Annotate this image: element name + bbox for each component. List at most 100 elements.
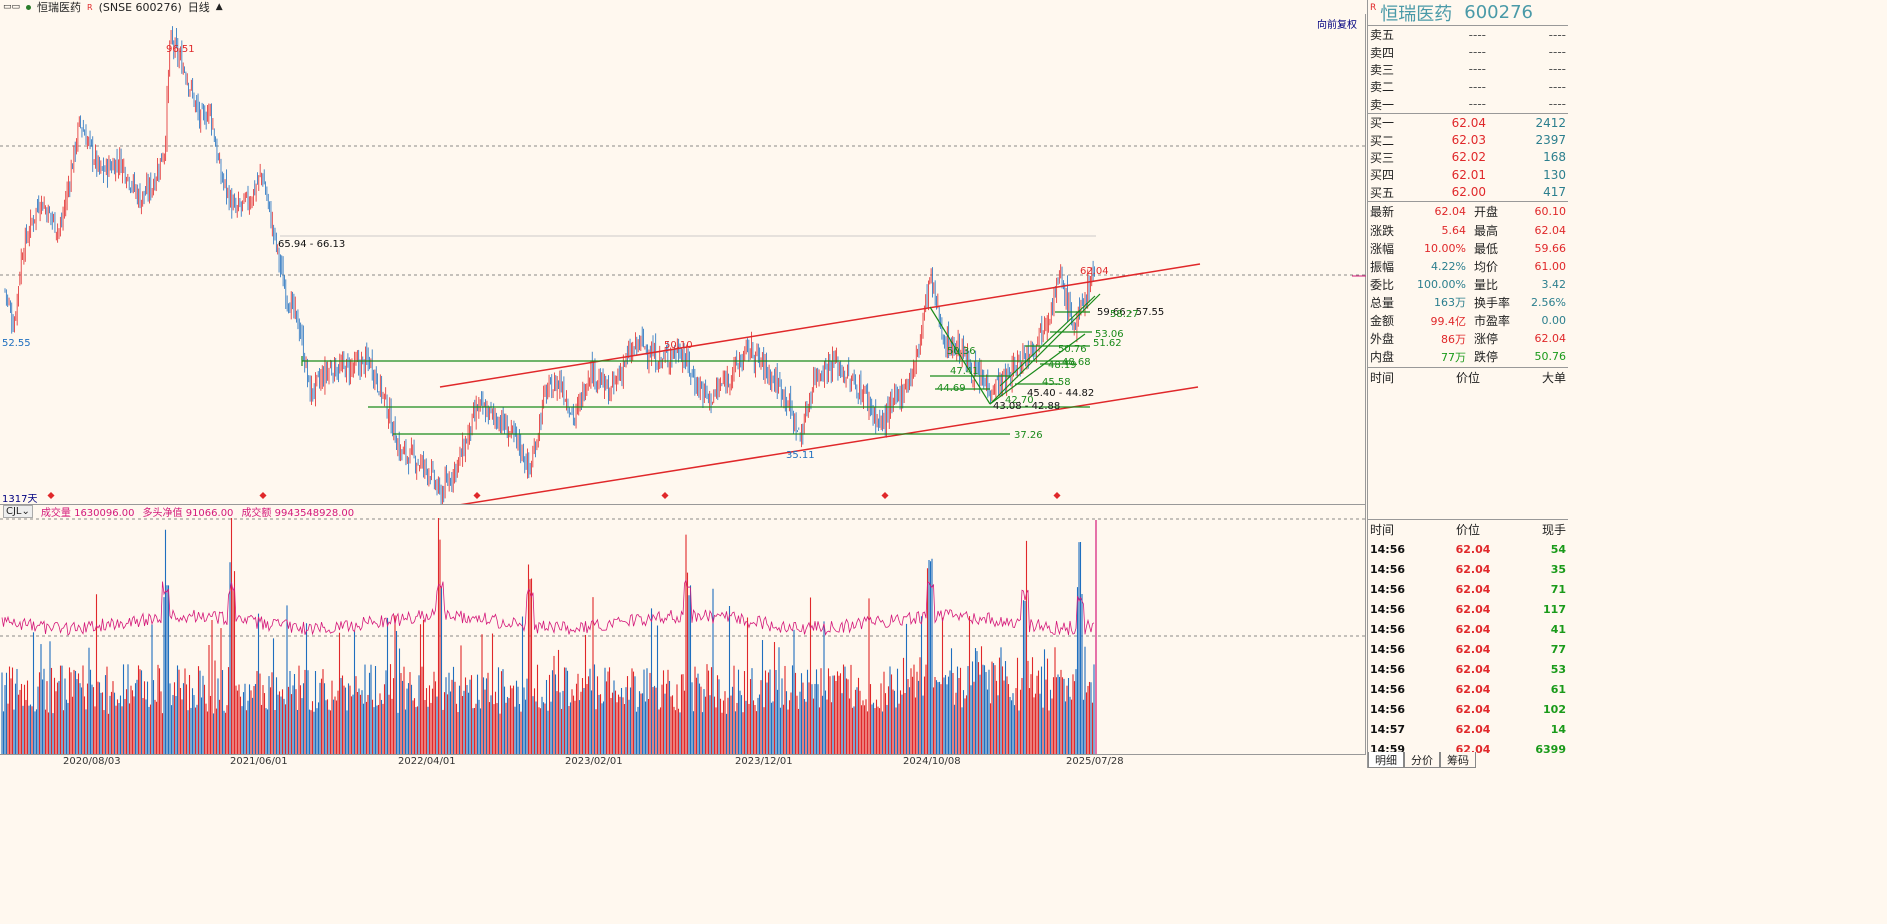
asks-label: 卖四 [1370, 45, 1395, 60]
big-order-list[interactable] [1368, 388, 1568, 520]
x-tick-label: 2023/02/01 [565, 756, 623, 767]
tick-row[interactable]: 14:56 62.04 35 [1368, 560, 1568, 580]
asks-price: ---- [1468, 27, 1486, 42]
stat-value: 100.00% [1417, 277, 1466, 291]
bid-book: 买一 62.04 2412 买二 62.03 2397 买三 62.02 168 买四 62.01 1… [1368, 114, 1568, 202]
asks-row[interactable]: 卖二 ---- ---- [1368, 78, 1568, 95]
asks-row[interactable]: 卖五 ---- ---- [1368, 26, 1568, 43]
stat-value: 59.66 [1534, 241, 1567, 255]
asks-row[interactable]: 卖三 ---- ---- [1368, 61, 1568, 78]
stat-label: 内盘 [1370, 350, 1395, 365]
tick-row[interactable]: 14:56 62.04 117 [1368, 600, 1568, 620]
tick-volume: 77 [1550, 643, 1566, 657]
period-chevron-icon[interactable]: ▲ [215, 2, 223, 12]
tick-row[interactable]: 14:56 62.04 61 [1368, 680, 1568, 700]
tick-row[interactable]: 14:56 62.04 102 [1368, 700, 1568, 720]
event-marker-icon [259, 491, 267, 500]
tick-time: 14:56 [1370, 703, 1406, 717]
tick-row[interactable]: 14:56 62.04 71 [1368, 580, 1568, 600]
tick-time: 14:56 [1370, 623, 1406, 637]
stat-value: 3.42 [1541, 277, 1567, 291]
tab-price-distribution[interactable]: 分价 [1404, 752, 1440, 768]
tick-time: 14:56 [1370, 663, 1406, 677]
asks-row[interactable]: 卖一 ---- ---- [1368, 96, 1568, 113]
stat-label: 市盈率 [1474, 314, 1511, 329]
chart-annotation: 45.58 [1042, 377, 1071, 388]
quote-stats: 最新 62.04 开盘 60.10 涨跌 5.64 最高 62.04 涨幅 10.00% 最低 59.… [1368, 202, 1568, 368]
x-tick-label: 2023/12/01 [735, 756, 793, 767]
bids-label: 买四 [1370, 168, 1395, 183]
x-tick-label: 2022/04/01 [398, 756, 456, 767]
stat-row: 外盘 86万 涨停 62.04 [1368, 330, 1568, 348]
bids-price: 62.01 [1451, 167, 1486, 182]
bids-row[interactable]: 买二 62.03 2397 [1368, 131, 1568, 148]
upper-channel-line [439, 263, 1201, 388]
event-marker-icon [1053, 491, 1061, 500]
stat-row: 涨跌 5.64 最高 62.04 [1368, 221, 1568, 239]
tick-row[interactable]: 14:57 62.04 14 [1368, 720, 1568, 740]
chart-annotation: 43.08 - 42.88 [993, 401, 1060, 412]
tick-volume: 14 [1550, 723, 1566, 737]
indicator-bar: CJL⌄ 成交量 1630096.00 多头净值 91066.00 成交额 99… [0, 504, 1366, 519]
tick-volume: 53 [1550, 663, 1566, 677]
tab-chips[interactable]: 筹码 [1440, 752, 1476, 768]
asks-label: 卖二 [1370, 80, 1395, 95]
tick-row[interactable]: 14:56 62.04 77 [1368, 640, 1568, 660]
market-code-label: (SNSE 600276) [98, 0, 182, 14]
volume-chart[interactable] [0, 518, 1366, 754]
stat-label: 振幅 [1370, 259, 1395, 274]
bids-price: 62.03 [1451, 133, 1486, 148]
asks-price: ---- [1468, 45, 1486, 60]
asks-row[interactable]: 卖四 ---- ---- [1368, 43, 1568, 60]
chart-annotation: 58.27 [1110, 309, 1139, 320]
indicator-selector[interactable]: CJL⌄ [3, 505, 33, 518]
stat-row: 金额 99.4亿 市盈率 0.00 [1368, 311, 1568, 329]
chart-annotation: 50.36 [947, 346, 976, 357]
stat-value: 2.56% [1531, 295, 1566, 309]
tab-detail[interactable]: 明细 [1368, 752, 1404, 768]
stat-value: 0.00 [1541, 314, 1567, 328]
r-mark: R [1370, 3, 1377, 13]
tick-row[interactable]: 14:56 62.04 53 [1368, 660, 1568, 680]
x-axis: 2020/08/03 2021/06/01 2022/04/01 2023/02… [0, 754, 1366, 768]
stat-row: 内盘 77万 跌停 50.76 [1368, 348, 1568, 366]
chart-annotation: 96.51 [166, 44, 195, 55]
bids-row[interactable]: 买四 62.01 130 [1368, 166, 1568, 183]
asks-volume: ---- [1548, 62, 1566, 77]
quote-stock-code: 600276 [1464, 2, 1533, 23]
bids-row[interactable]: 买五 62.00 417 [1368, 184, 1568, 201]
tick-volume: 54 [1550, 543, 1566, 557]
tick-time: 14:56 [1370, 643, 1406, 657]
stat-value: 77万 [1441, 350, 1466, 364]
tick-row[interactable]: 14:56 62.04 41 [1368, 620, 1568, 640]
tick-row[interactable]: 14:56 62.04 54 [1368, 540, 1568, 560]
tick-price: 62.04 [1455, 563, 1491, 577]
stat-label: 涨跌 [1370, 223, 1395, 238]
stat-label: 跌停 [1474, 350, 1499, 365]
tick-volume: 71 [1550, 583, 1566, 597]
tick-price: 62.04 [1455, 703, 1491, 717]
x-tick-label: 2024/10/08 [903, 756, 961, 767]
tick-list[interactable]: 14:56 62.04 54 14:56 62.04 35 14:56 62.04 71 14:5… [1368, 540, 1568, 760]
asks-price: ---- [1468, 62, 1486, 77]
stock-header: R 恒瑞医药 600276 [1368, 0, 1568, 26]
restore-adjust-button[interactable]: 向前复权 [1317, 16, 1357, 31]
trend-line [999, 295, 1096, 387]
tick-time: 14:57 [1370, 723, 1406, 737]
big-order-header: 时间 价位 大单 [1370, 371, 1566, 386]
asks-label: 卖一 [1370, 97, 1395, 112]
asks-volume: ---- [1548, 97, 1566, 112]
trend-line [929, 306, 991, 405]
asks-label: 卖五 [1370, 28, 1395, 43]
bids-volume: 2397 [1535, 133, 1566, 148]
asks-price: ---- [1468, 97, 1486, 112]
asks-volume: ---- [1548, 45, 1566, 60]
tick-price: 62.04 [1455, 683, 1491, 697]
window-menu-icon[interactable]: ▭▭ [3, 2, 21, 12]
period-selector[interactable]: 日线 [187, 1, 210, 14]
bids-row[interactable]: 买三 62.02 168 [1368, 149, 1568, 166]
stat-value: 60.10 [1534, 205, 1567, 219]
bids-row[interactable]: 买一 62.04 2412 [1368, 114, 1568, 131]
